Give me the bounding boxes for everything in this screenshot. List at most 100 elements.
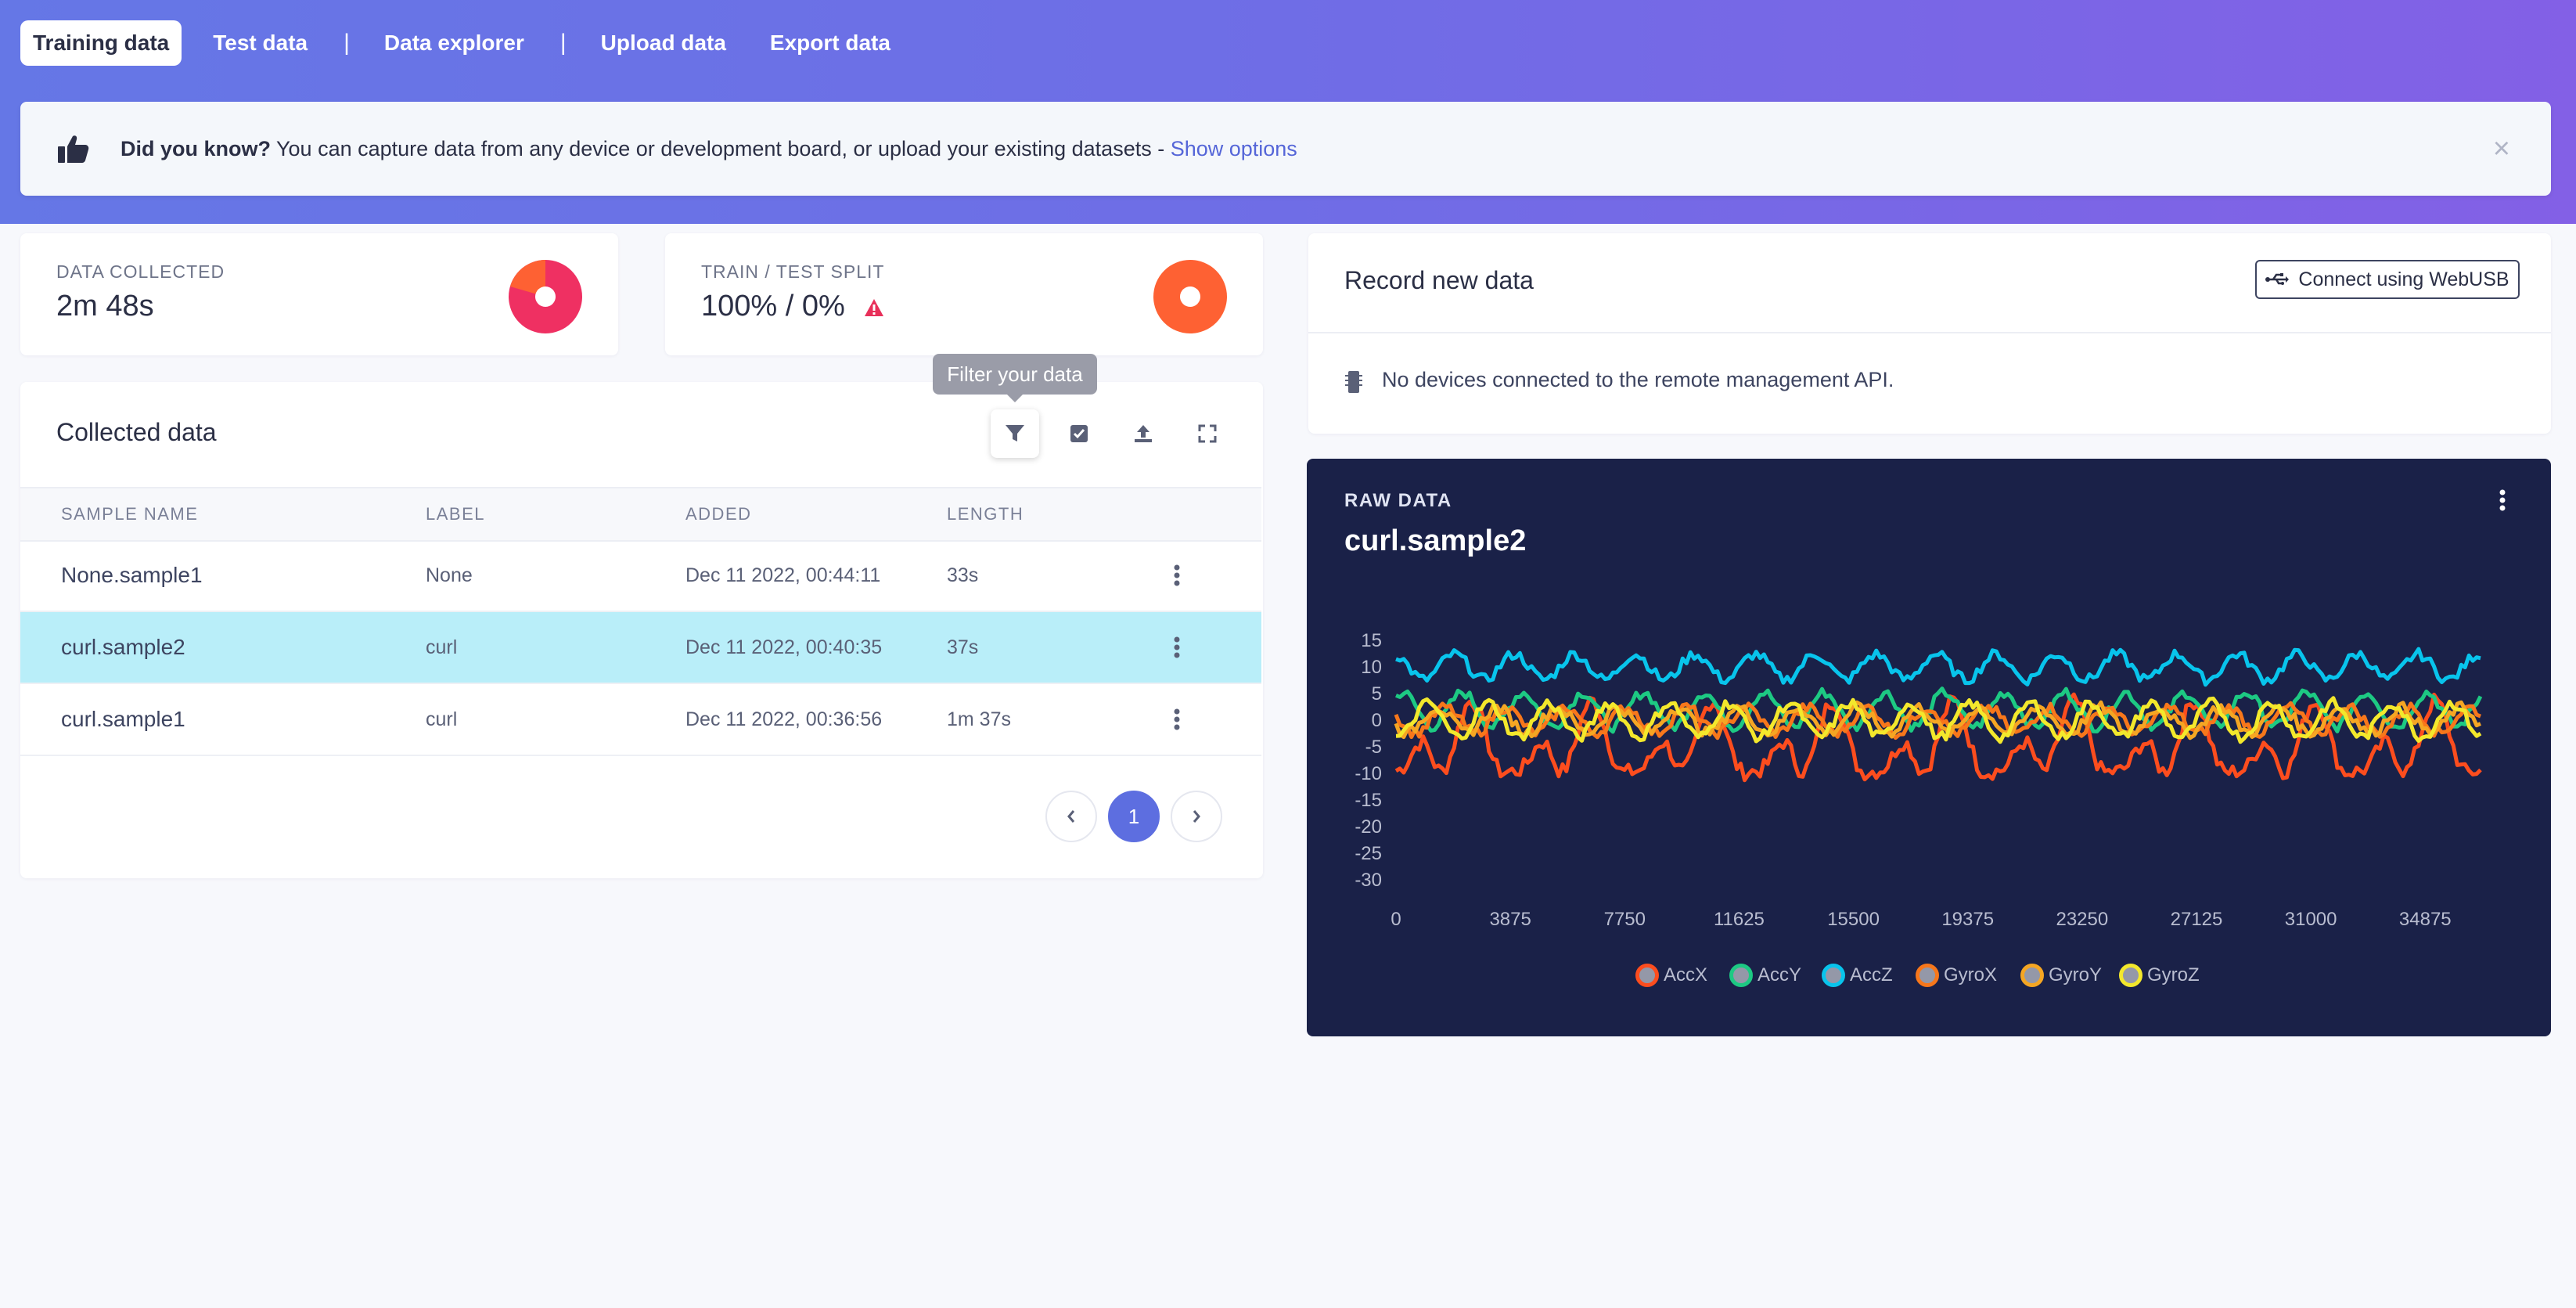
row-menu-icon[interactable] bbox=[1169, 636, 1185, 659]
split-value: 100% / 0% bbox=[701, 290, 845, 322]
warning-icon bbox=[865, 298, 884, 316]
filter-button[interactable] bbox=[991, 409, 1039, 458]
legend-swatch bbox=[1916, 964, 1939, 987]
legend-swatch bbox=[1635, 964, 1659, 987]
sample-length: 1m 37s bbox=[947, 708, 1011, 730]
divider bbox=[1308, 332, 2551, 333]
tip-body: You can capture data from any device or … bbox=[271, 137, 1171, 160]
tip-banner: Did you know? You can capture data from … bbox=[20, 102, 2551, 196]
connect-webusb-label: Connect using WebUSB bbox=[2298, 268, 2509, 290]
sample-length: 37s bbox=[947, 636, 979, 658]
table-row[interactable]: curl.sample1 curl Dec 11 2022, 00:36:56 … bbox=[20, 684, 1261, 756]
legend-item-gyroz[interactable]: GyroZ bbox=[2119, 960, 2200, 991]
thumbs-up-icon bbox=[58, 135, 89, 163]
tab-bar: Training data Test data | Data explorer … bbox=[20, 20, 922, 66]
usb-icon bbox=[2265, 273, 2290, 285]
legend-item-accx[interactable]: AccX bbox=[1635, 960, 1707, 991]
x-tick-label: 19375 bbox=[1941, 909, 1994, 930]
x-tick-label: 27125 bbox=[2171, 909, 2223, 930]
tab-data-explorer[interactable]: Data explorer bbox=[383, 31, 524, 55]
legend-item-gyroy[interactable]: GyroY bbox=[2020, 960, 2102, 991]
series-line-gyrox bbox=[1394, 701, 2481, 740]
tip-bold: Did you know? bbox=[121, 137, 271, 160]
chevron-right-icon bbox=[1193, 810, 1200, 823]
sample-label: None bbox=[426, 564, 473, 586]
train-test-split-card: TRAIN / TEST SPLIT 100% / 0% bbox=[665, 233, 1263, 355]
select-button[interactable] bbox=[1055, 409, 1103, 458]
x-tick-label: 3875 bbox=[1489, 909, 1531, 930]
y-tick-label: 5 bbox=[1372, 683, 1382, 704]
sample-added: Dec 11 2022, 00:36:56 bbox=[685, 708, 883, 730]
legend-swatch bbox=[1729, 964, 1753, 987]
row-menu-icon[interactable] bbox=[1169, 564, 1185, 587]
x-tick-label: 7750 bbox=[1604, 909, 1646, 930]
legend-label: AccX bbox=[1664, 964, 1708, 986]
legend-item-gyrox[interactable]: GyroX bbox=[1916, 960, 1997, 991]
legend-swatch bbox=[2020, 964, 2044, 987]
column-length[interactable]: LENGTH bbox=[947, 504, 1024, 524]
collected-data-card: Collected data SAMPLE NAME LABEL ADDED L… bbox=[20, 382, 1263, 878]
legend-item-accy[interactable]: AccY bbox=[1729, 960, 1801, 991]
column-added[interactable]: ADDED bbox=[685, 504, 752, 524]
train-test-pie-chart bbox=[1153, 260, 1227, 333]
series-line-accy bbox=[1395, 686, 2483, 734]
y-tick-label: 15 bbox=[1361, 630, 1382, 651]
series-line-accz bbox=[1395, 647, 2481, 687]
connect-webusb-button[interactable]: Connect using WebUSB bbox=[2255, 260, 2520, 299]
y-tick-label: -15 bbox=[1355, 790, 1382, 811]
legend-item-accz[interactable]: AccZ bbox=[1822, 960, 1893, 991]
x-tick-label: 0 bbox=[1391, 909, 1401, 930]
no-devices-text: No devices connected to the remote manag… bbox=[1382, 368, 1894, 391]
split-label: TRAIN / TEST SPLIT bbox=[701, 261, 885, 282]
prev-page-button[interactable] bbox=[1045, 791, 1097, 842]
sample-name: None.sample1 bbox=[61, 563, 203, 587]
split-value-wrap: 100% / 0% bbox=[701, 290, 884, 323]
next-page-button[interactable] bbox=[1171, 791, 1222, 842]
legend-label: AccZ bbox=[1850, 964, 1893, 986]
raw-data-title: curl.sample2 bbox=[1344, 524, 1527, 557]
chip-icon bbox=[1345, 371, 1362, 393]
close-icon[interactable]: × bbox=[2492, 132, 2510, 165]
tip-text: Did you know? You can capture data from … bbox=[121, 102, 1297, 196]
raw-data-label: RAW DATA bbox=[1344, 490, 1452, 511]
filter-tooltip: Filter your data bbox=[933, 354, 1097, 402]
filter-icon bbox=[1006, 425, 1024, 441]
column-label[interactable]: LABEL bbox=[426, 504, 485, 524]
table-row-selected[interactable]: curl.sample2 curl Dec 11 2022, 00:40:35 … bbox=[20, 612, 1261, 684]
chevron-left-icon bbox=[1067, 810, 1075, 823]
tab-test-data[interactable]: Test data bbox=[213, 31, 308, 55]
collected-data-title: Collected data bbox=[56, 418, 217, 446]
tab-export-data[interactable]: Export data bbox=[769, 31, 890, 55]
y-tick-label: -5 bbox=[1365, 737, 1382, 758]
table-row[interactable]: None.sample1 None Dec 11 2022, 00:44:11 … bbox=[20, 540, 1261, 612]
expand-icon bbox=[1198, 424, 1217, 443]
sample-name: curl.sample1 bbox=[61, 707, 185, 731]
column-sample-name[interactable]: SAMPLE NAME bbox=[61, 504, 199, 524]
sample-label: curl bbox=[426, 708, 458, 730]
y-tick-label: -10 bbox=[1355, 763, 1382, 784]
y-tick-label: -25 bbox=[1355, 843, 1382, 864]
sample-label: curl bbox=[426, 636, 458, 658]
y-tick-label: -30 bbox=[1355, 870, 1382, 891]
tab-separator: | bbox=[344, 30, 350, 56]
upload-button[interactable] bbox=[1119, 409, 1167, 458]
x-tick-label: 34875 bbox=[2399, 909, 2452, 930]
sample-name: curl.sample2 bbox=[61, 635, 185, 659]
legend-label: GyroX bbox=[1944, 964, 1998, 986]
tab-upload-data[interactable]: Upload data bbox=[600, 31, 726, 55]
show-options-link[interactable]: Show options bbox=[1170, 137, 1297, 160]
page-number-button[interactable]: 1 bbox=[1108, 791, 1160, 842]
sample-added: Dec 11 2022, 00:44:11 bbox=[685, 564, 881, 586]
row-menu-icon[interactable] bbox=[1169, 708, 1185, 731]
checkbox-icon bbox=[1070, 425, 1088, 442]
legend-label: GyroZ bbox=[2147, 964, 2200, 986]
legend-swatch bbox=[1822, 964, 1845, 987]
tab-training-data[interactable]: Training data bbox=[20, 20, 182, 66]
x-tick-label: 31000 bbox=[2285, 909, 2337, 930]
y-tick-label: -20 bbox=[1355, 816, 1382, 838]
data-collected-pie-chart bbox=[509, 260, 582, 333]
raw-menu-icon[interactable] bbox=[2495, 488, 2510, 512]
fullscreen-button[interactable] bbox=[1183, 409, 1232, 458]
data-collected-label: DATA COLLECTED bbox=[56, 261, 225, 282]
y-tick-label: 10 bbox=[1361, 657, 1382, 678]
